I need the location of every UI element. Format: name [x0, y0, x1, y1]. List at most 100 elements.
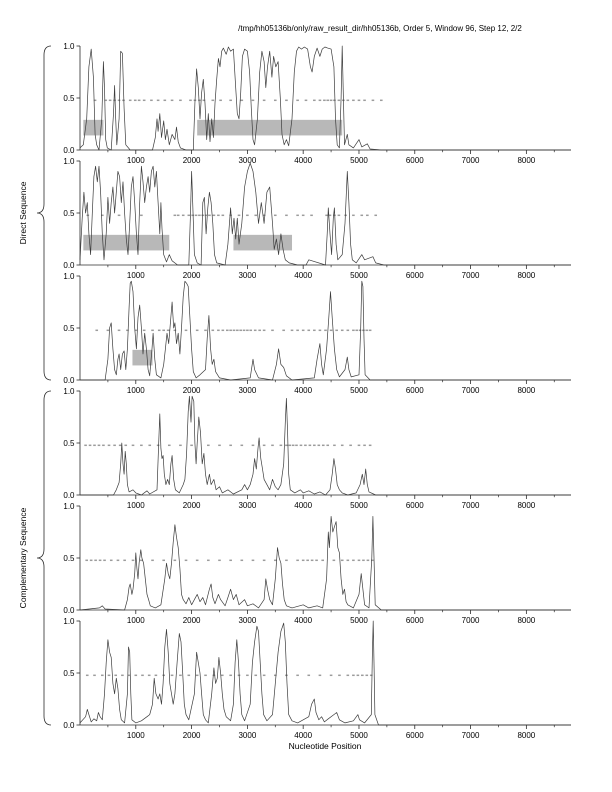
x-tick-label: 5000 — [350, 386, 368, 395]
midline-dash — [221, 329, 225, 332]
x-tick-label: 4000 — [294, 616, 312, 625]
midline-dash — [371, 99, 375, 102]
midline-dash — [191, 214, 195, 217]
midline-dash — [279, 444, 283, 447]
complementary-sequence-group-label: Complementary Sequence — [18, 390, 52, 726]
midline-dash — [333, 99, 336, 102]
midline-dash — [262, 674, 266, 677]
y-tick-label: 0.0 — [63, 261, 75, 270]
midline-dash — [212, 214, 216, 217]
midline-dash — [318, 99, 322, 102]
midline-dash — [318, 674, 322, 677]
midline-dash — [156, 444, 160, 447]
y-tick-label: 1.0 — [63, 617, 75, 626]
x-tick-label: 3000 — [238, 731, 256, 740]
midline-dash — [358, 329, 362, 332]
midline-dash — [325, 214, 328, 217]
midline-dash — [211, 99, 215, 102]
x-tick-label: 7000 — [462, 271, 480, 280]
midline-dash — [304, 444, 307, 447]
figure-title: /tmp/hh05136b/only/raw_result_dir/hh0513… — [238, 24, 522, 33]
midline-dash — [262, 99, 266, 102]
midline-dash — [368, 444, 372, 447]
midline-dash — [262, 559, 266, 562]
x-tick-label: 7000 — [462, 616, 480, 625]
midline-dash — [229, 444, 232, 447]
midline-dash — [313, 444, 316, 447]
midline-dash — [262, 444, 266, 447]
midline-dash — [198, 99, 201, 102]
midline-dash — [363, 444, 366, 447]
x-tick-label: 4000 — [294, 731, 312, 740]
x-tick-label: 7000 — [462, 156, 480, 165]
midline-dash — [346, 559, 350, 562]
midline-dash — [195, 559, 199, 562]
midline-dash — [335, 329, 338, 332]
midline-dash — [118, 444, 122, 447]
x-tick-label: 5000 — [350, 501, 368, 510]
x-tick-label: 8000 — [517, 616, 535, 625]
probability-trace — [79, 620, 571, 726]
midline-dash — [217, 329, 220, 332]
midline-dash — [229, 214, 232, 217]
x-tick-label: 7000 — [462, 386, 480, 395]
midline-dash — [218, 559, 221, 562]
midline-dash — [285, 559, 288, 562]
midline-dash — [237, 214, 241, 217]
x-tick-label: 6000 — [406, 616, 424, 625]
midline-dash — [229, 559, 232, 562]
midline-dash — [173, 559, 177, 562]
midline-dash — [179, 99, 182, 102]
midline-dash — [301, 329, 305, 332]
midline-dash — [219, 99, 222, 102]
x-tick-label: 2000 — [183, 156, 201, 165]
midline-dash — [346, 674, 350, 677]
midline-dash — [306, 559, 309, 562]
direct-sequence-label: Direct Sequence — [18, 181, 28, 244]
midline-dash — [93, 674, 96, 677]
x-tick-label: 3000 — [238, 271, 256, 280]
midline-dash — [142, 329, 146, 332]
x-tick-label: 1000 — [127, 616, 145, 625]
complementary-sequence-label: Complementary Sequence — [18, 507, 28, 608]
x-tick-label: 2000 — [183, 501, 201, 510]
x-tick-label: 6000 — [406, 386, 424, 395]
midline-dash — [126, 329, 129, 332]
y-tick-label: 0.5 — [63, 94, 75, 103]
midline-dash — [321, 444, 325, 447]
x-tick-label: 1000 — [127, 156, 145, 165]
midline-dash — [181, 214, 185, 217]
midline-dash — [357, 559, 361, 562]
midline-dash — [220, 674, 224, 677]
midline-dash — [173, 214, 177, 217]
midline-dash — [94, 559, 97, 562]
panel-2: 0.0 0.5 1.0 1000 2000 3000 4000 5000 6000 7000 800… — [63, 157, 571, 280]
x-tick-label: 6000 — [406, 271, 424, 280]
midline-dash — [170, 674, 174, 677]
midline-dash — [240, 99, 244, 102]
complementary-sequence-brace — [36, 390, 52, 726]
x-tick-label: 2000 — [183, 616, 201, 625]
midline-dash — [246, 329, 249, 332]
midline-dash — [355, 329, 359, 332]
x-tick-label: 5000 — [350, 271, 368, 280]
midline-dash — [162, 559, 165, 562]
midline-dash — [301, 214, 305, 217]
midline-dash — [176, 214, 180, 217]
x-tick-label: 5000 — [350, 731, 368, 740]
x-tick-label: 7000 — [462, 731, 480, 740]
midline-dash — [101, 214, 104, 217]
midline-dash — [217, 214, 220, 217]
midline-dash — [114, 674, 118, 677]
x-tick-label: 2000 — [183, 271, 201, 280]
midline-dash — [157, 329, 161, 332]
probability-trace — [80, 395, 571, 496]
midline-dash — [147, 674, 151, 677]
midline-dash — [285, 444, 288, 447]
midline-dash — [89, 559, 93, 562]
midline-dash — [212, 674, 216, 677]
x-tick-label: 1000 — [127, 271, 145, 280]
probability-trace — [79, 45, 571, 151]
x-tick-label: 3000 — [238, 501, 256, 510]
midline-dash — [151, 559, 154, 562]
